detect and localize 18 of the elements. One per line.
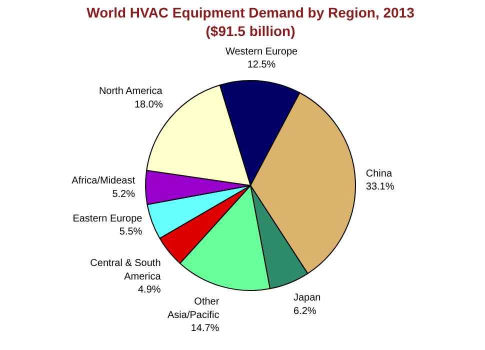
slice-label: Central & South America bbox=[90, 258, 162, 282]
data-label: 5.5% bbox=[119, 226, 142, 238]
chart-subtitle: ($91.5 billion) bbox=[206, 23, 296, 40]
chart-title: World HVAC Equipment Demand by Region, 2013 bbox=[86, 4, 415, 20]
data-label: 6.2% bbox=[293, 306, 316, 317]
data-label: 5.2% bbox=[112, 188, 136, 200]
data-label: 4.9% bbox=[138, 284, 161, 296]
data-label: 12.5% bbox=[247, 60, 276, 71]
slice-label: Africa/Mideast bbox=[72, 176, 136, 187]
slice-label: Japan bbox=[293, 292, 321, 304]
slice-label: Eastern Europe bbox=[72, 214, 143, 225]
data-label: 14.7% bbox=[190, 323, 220, 334]
data-label: 18.0% bbox=[134, 99, 163, 110]
slice-label: Western Europe bbox=[225, 46, 298, 58]
slice-label: China bbox=[366, 168, 392, 180]
data-label: 33.1% bbox=[366, 182, 394, 193]
slice-label: Other Asia/Pacific bbox=[168, 296, 220, 321]
slice-label: North America bbox=[98, 86, 163, 98]
